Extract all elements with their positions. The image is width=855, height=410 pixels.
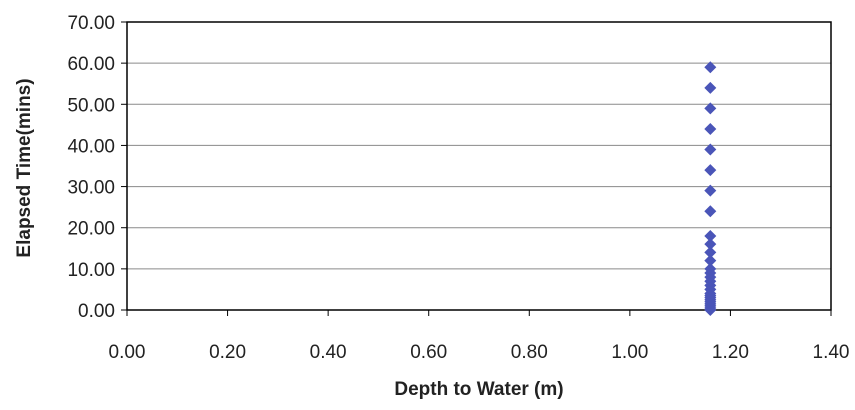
y-axis-ticks: 0.00 10.00 20.00 30.00 40.00 50.00 60.00 70.00 [67,13,127,322]
data-point-diamond [704,184,717,197]
y-tick-label: 70.00 [67,13,115,34]
x-tick-label: 0.20 [209,342,246,363]
data-point-diamond [704,238,717,251]
y-tick-label: 0.00 [78,301,115,322]
data-point-diamond [704,102,717,115]
data-point-diamond [704,61,717,74]
x-tick-label: 0.00 [109,342,146,363]
y-tick-label: 30.00 [67,178,115,199]
data-point-diamond [704,262,717,275]
data-point-diamond [704,246,717,259]
x-axis-ticks: 0.00 0.20 0.40 0.60 0.80 1.00 1.20 1.40 [109,310,850,363]
y-axis-title: Elapsed Time(mins) [14,78,35,257]
y-tick-label: 10.00 [67,260,115,281]
data-points [704,61,717,316]
x-tick-label: 1.00 [611,342,648,363]
data-point-diamond [704,229,717,242]
y-tick-label: 20.00 [67,219,115,240]
y-tick-label: 60.00 [67,54,115,75]
y-tick-label: 50.00 [67,95,115,116]
plot-area-border [126,21,832,311]
data-point-diamond [704,205,717,218]
data-point-diamond [704,81,717,94]
data-point-diamond [704,254,717,267]
y-tick-label: 40.00 [67,136,115,157]
gridlines [127,62,831,270]
data-point-diamond [704,143,717,156]
data-point-diamond [704,122,717,135]
data-point-diamond [704,164,717,177]
x-axis-title: Depth to Water (m) [394,379,563,400]
x-tick-label: 1.20 [712,342,749,363]
x-tick-label: 0.80 [511,342,548,363]
x-tick-label: 0.60 [410,342,447,363]
x-tick-label: 0.40 [310,342,347,363]
x-tick-label: 1.40 [813,342,850,363]
